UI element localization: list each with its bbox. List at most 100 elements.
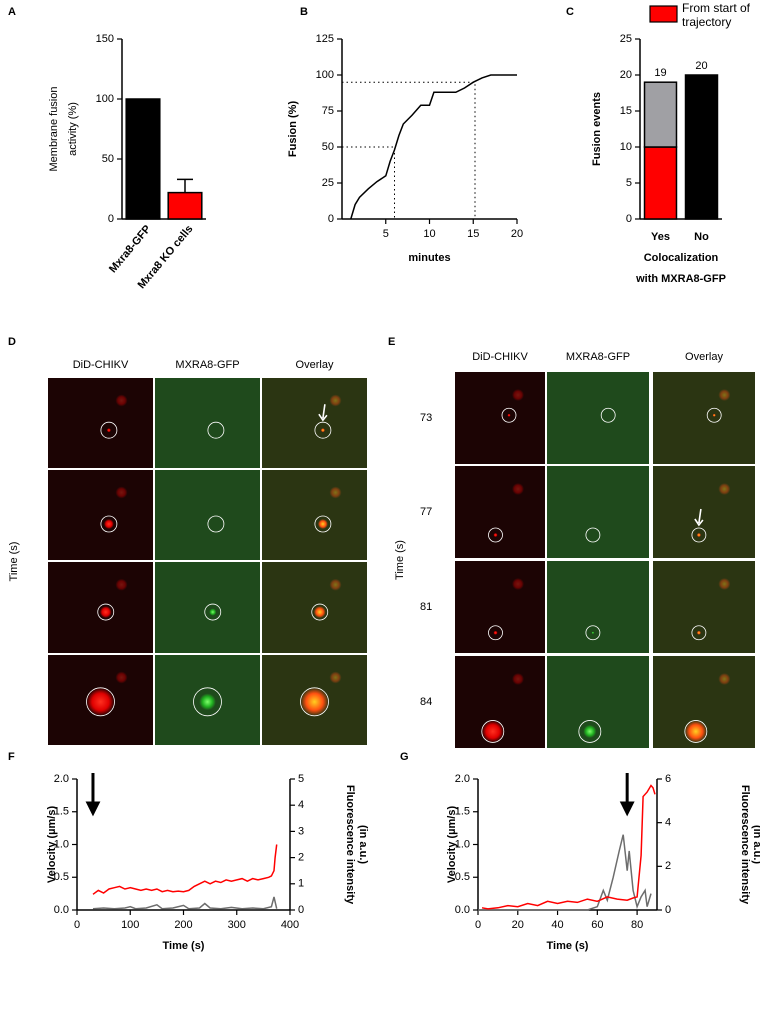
- y-tick-label: 6: [665, 773, 671, 785]
- y-tick-label: 0.0: [455, 904, 470, 916]
- roi-circle: [501, 407, 517, 423]
- error-bar: [177, 178, 193, 193]
- background-spot: [718, 483, 731, 495]
- micrograph: [48, 378, 153, 468]
- column-header: Overlay: [685, 351, 723, 363]
- arrow: [619, 773, 635, 817]
- fluorescent-spot: [684, 720, 707, 743]
- panel-letter: A: [8, 6, 16, 18]
- background-spot: [512, 483, 524, 495]
- fluorescent-spot: [481, 720, 504, 743]
- y-tick-label: 100: [316, 69, 334, 81]
- arrow: [318, 404, 328, 422]
- micrograph: [653, 561, 755, 653]
- arrow: [85, 773, 101, 817]
- y-tick-label: 1.0: [54, 838, 69, 850]
- roi-circle: [585, 625, 601, 641]
- roi-circle: [314, 515, 332, 533]
- panel-letter: B: [300, 6, 308, 18]
- total-label: 20: [695, 60, 707, 72]
- y-tick-label: 5: [626, 177, 632, 189]
- x-tick-label: 60: [591, 919, 603, 931]
- y-axis-label: Fusion (%): [287, 101, 299, 158]
- y-tick-label: 75: [322, 105, 334, 117]
- roi-circle: [578, 720, 602, 743]
- micrograph: [547, 466, 649, 558]
- micrograph: [653, 372, 755, 464]
- micrograph: [653, 466, 755, 558]
- background-spot: [115, 486, 128, 499]
- row-time-label: 81: [420, 601, 432, 613]
- fluorescent-spot: [86, 687, 115, 716]
- bar: [125, 98, 161, 220]
- background-spot: [512, 389, 524, 401]
- y-tick-label: 10: [620, 141, 632, 153]
- y-tick-label: 150: [96, 33, 114, 45]
- x-tick-label: Yes: [651, 231, 670, 243]
- y-tick-label: 1.0: [455, 838, 470, 850]
- bar-segment: [643, 146, 678, 220]
- y-axis-label: Velocity (µm/s): [446, 806, 458, 884]
- y-tick-label: 15: [620, 105, 632, 117]
- fluorescent-spot: [209, 608, 217, 616]
- fluorescent-spot: [507, 413, 511, 417]
- micrograph: [547, 656, 649, 748]
- x-tick-label: 20: [511, 228, 523, 240]
- micrograph: [48, 562, 153, 653]
- fluorescent-spot: [300, 687, 329, 716]
- data-line: [92, 896, 278, 910]
- y-tick-label: 0: [328, 213, 334, 225]
- y-tick-label: 125: [316, 33, 334, 45]
- y-tick-label: 0: [665, 904, 671, 916]
- y-axis-label: activity (%): [67, 102, 79, 156]
- micrograph: [455, 372, 545, 464]
- y-tick-label: 0: [626, 213, 632, 225]
- roi-circle: [314, 421, 332, 439]
- y-axis-label: Fusion events: [591, 92, 603, 166]
- roi-circle: [691, 527, 707, 543]
- roi-circle: [481, 720, 505, 743]
- y-tick-label: 4: [665, 817, 671, 829]
- roi-circle: [691, 625, 707, 641]
- micrograph: [155, 378, 260, 468]
- fluorescent-spot: [591, 631, 595, 634]
- x-tick-label: Mxra8-GFP: [107, 223, 154, 275]
- micrograph: [455, 561, 545, 653]
- x-tick-label: 200: [174, 919, 192, 931]
- fluorescent-spot: [696, 630, 701, 635]
- roi-circle: [706, 407, 722, 423]
- x-tick-label: No: [694, 231, 709, 243]
- y-tick-label: 3: [298, 825, 304, 837]
- y-axis-label: Time (s): [394, 540, 406, 580]
- x-axis-label: Colocalization: [644, 252, 719, 264]
- micrograph: [48, 470, 153, 560]
- y-axis-label: Velocity (µm/s): [46, 806, 58, 884]
- fluorescent-spot: [583, 724, 597, 739]
- y-tick-label: 2.0: [54, 773, 69, 785]
- reference-line: [342, 81, 476, 219]
- background-spot: [115, 394, 128, 407]
- x-tick-label: 400: [281, 919, 299, 931]
- roi-circle: [488, 527, 503, 543]
- y-tick-label: 50: [102, 153, 114, 165]
- fluorescent-spot: [696, 533, 701, 537]
- roi-circle: [97, 603, 115, 621]
- micrograph: [547, 561, 649, 653]
- y-tick-label: 1.5: [455, 806, 470, 818]
- fluorescent-spot: [493, 533, 498, 537]
- background-spot: [329, 671, 342, 684]
- y-tick-label: 0.5: [455, 871, 470, 883]
- panel-letter: F: [8, 751, 15, 763]
- roi-circle: [585, 527, 601, 543]
- y2-axis-label: Fluorescence intensity: [344, 785, 356, 905]
- roi-circle: [86, 687, 115, 717]
- background-spot: [718, 389, 731, 401]
- roi-circle: [311, 603, 329, 621]
- fluorescent-spot: [320, 428, 325, 433]
- panel-letter: E: [388, 336, 395, 348]
- y-tick-label: 25: [322, 177, 334, 189]
- y-tick-label: 0: [298, 904, 304, 916]
- x-axis-label: minutes: [408, 252, 450, 264]
- y-tick-label: 100: [96, 93, 114, 105]
- y-tick-label: 0.0: [54, 904, 69, 916]
